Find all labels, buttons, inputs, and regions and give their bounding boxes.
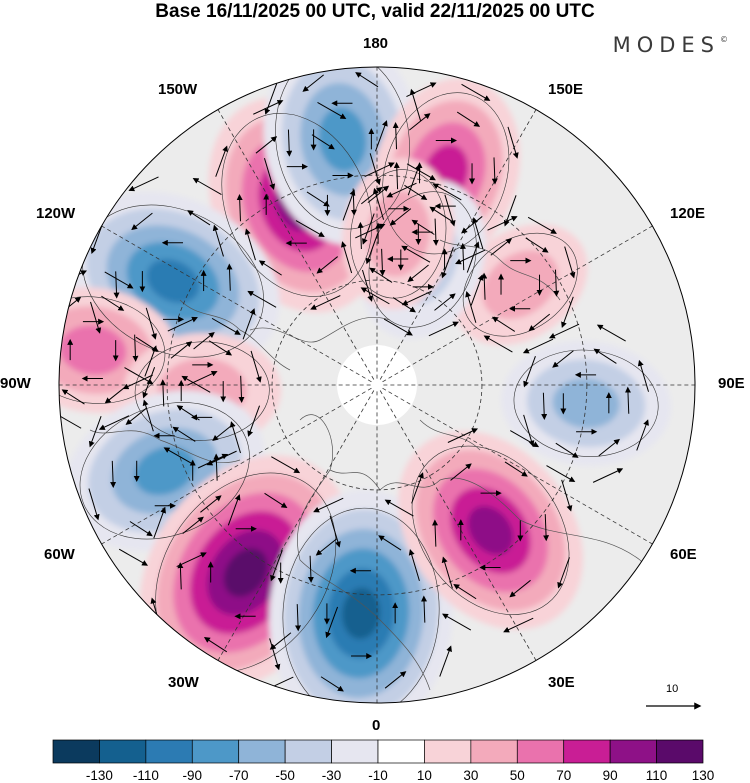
brand-name: MODES [612, 33, 720, 57]
coastline-4 [439, 239, 561, 301]
lon-label-120w: 120W [36, 205, 76, 222]
lon-label-120e: 120E [670, 205, 706, 222]
colorbar-tick-label: 30 [463, 768, 479, 783]
coastline-7 [89, 429, 241, 464]
anomaly-pos-40e [398, 431, 583, 630]
lon-label-150e: 150E [548, 81, 584, 98]
map-border [58, 66, 696, 704]
colorbar-tick-label: -30 [321, 768, 342, 783]
colorbar-tick-label: 50 [509, 768, 525, 783]
lon-label-30e: 30E [548, 674, 575, 691]
anomaly-neg-90e [501, 340, 671, 466]
lon-label-180: 180 [363, 35, 389, 52]
colorbar-swatch [52, 739, 100, 764]
colorbar-tick-label: -10 [368, 768, 388, 783]
colorbar-swatch [516, 739, 565, 764]
colorbar-swatch [609, 739, 657, 764]
lon-label-30w: 30W [168, 674, 199, 691]
colorbar-swatch [331, 739, 379, 764]
vector-scale-label: 10 [666, 683, 679, 695]
colorbar-swatch [563, 739, 611, 764]
colorbar-swatch [145, 739, 193, 764]
lon-label-90e: 90E [718, 375, 745, 392]
colorbar-tick-label: -130 [85, 768, 113, 783]
lon-label-60w: 60W [44, 546, 75, 563]
colorbar-tick-label: 110 [645, 768, 668, 783]
coastline-2 [296, 469, 431, 691]
lon-label-0: 0 [372, 717, 381, 734]
colorbar-swatch [470, 739, 518, 764]
colorbar-tick-label: 10 [416, 768, 432, 783]
lon-label-60e: 60E [670, 546, 697, 563]
coastline-3 [249, 316, 391, 343]
colorbar-swatch [284, 739, 332, 764]
anomaly-pos-125e [453, 224, 588, 346]
pole-blank [337, 345, 417, 425]
anomaly-neg-5w [269, 489, 453, 703]
colorbar-swatch [99, 739, 147, 764]
colorbar-swatch [424, 739, 472, 764]
coastline-6 [419, 419, 481, 451]
colorbar-tick-label: -110 [132, 768, 159, 783]
colorbar-tick-label: -50 [275, 768, 295, 783]
map-title: Base 16/11/2025 00 UTC, valid 22/11/2025… [155, 1, 595, 22]
colorbar [52, 739, 704, 764]
colorbar-swatch [191, 739, 240, 764]
colorbar-swatch [238, 739, 286, 764]
colorbar-tick-label: -90 [182, 768, 203, 783]
colorbar-tick-label: 70 [556, 768, 572, 783]
colorbar-swatch [377, 739, 425, 764]
colorbar-swatch [656, 739, 704, 764]
colorbar-tick-label: -70 [228, 768, 249, 783]
colorbar-tick-label: 130 [691, 768, 715, 783]
lon-label-150w: 150W [158, 81, 198, 98]
colorbar-tick-label: 90 [602, 768, 618, 783]
lon-label-90w: 90W [0, 375, 31, 392]
brand-mark: © [720, 35, 728, 44]
modes-logo: MODES© [613, 33, 728, 57]
wind-vectors [59, 72, 649, 692]
